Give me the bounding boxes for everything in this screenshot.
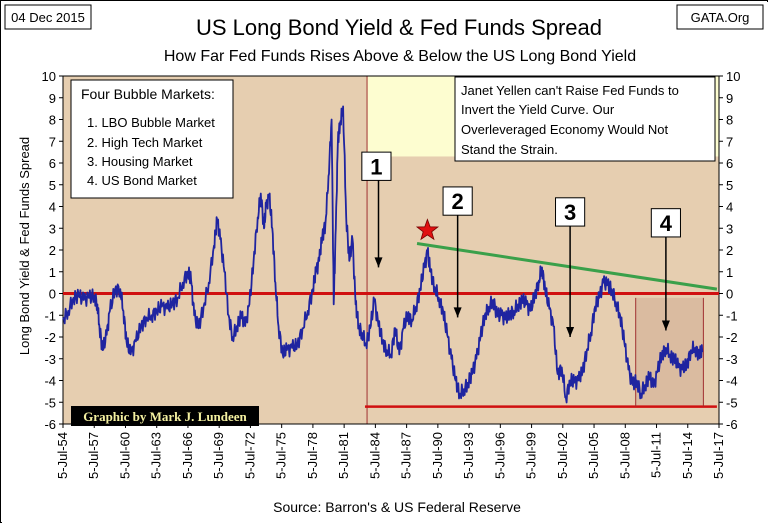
x-tick-label: 5-Jul-78 [305, 432, 320, 479]
y-tick-label: 0 [49, 287, 56, 302]
y-tick-label: 1 [49, 265, 56, 280]
brand-box: GATA.Org [676, 4, 764, 30]
y-tick-label-right: 3 [726, 221, 733, 236]
x-tick-label: 5-Jul-93 [461, 432, 476, 479]
annotation-arrowhead [453, 307, 462, 318]
yellen-note-line: Invert the Yield Curve. Our [461, 102, 615, 117]
bubble-item: 4. US Bond Market [87, 173, 197, 188]
chart-subtitle: How Far Fed Funds Rises Above & Below th… [164, 48, 636, 65]
y-tick-label-right: -3 [726, 352, 738, 367]
y-tick-label: 6 [49, 156, 56, 171]
x-tick-label: 5-Jul-14 [680, 432, 695, 479]
x-tick-label: 5-Jul-05 [586, 432, 601, 479]
x-tick-label: 5-Jul-90 [430, 432, 445, 479]
x-tick-label: 5-Jul-11 [649, 432, 664, 478]
y-tick-label: 10 [42, 69, 56, 84]
y-tick-label-right: 1 [726, 265, 733, 280]
x-tick-label: 5-Jul-75 [274, 432, 289, 479]
x-tick-label: 5-Jul-57 [86, 432, 101, 479]
bubble-item: 2. High Tech Market [87, 135, 203, 150]
y-tick-label-right: -2 [726, 330, 738, 345]
x-tick-label: 5-Jul-17 [711, 432, 726, 479]
annotation-arrowhead [374, 257, 383, 268]
y-tick-label-right: 10 [726, 69, 740, 84]
y-tick-label-right: -6 [726, 417, 738, 432]
yellen-note-line: Janet Yellen can't Raise Fed Funds to [461, 83, 679, 98]
bubble-box-title: Four Bubble Markets: [81, 86, 215, 102]
x-tick-label: 5-Jul-08 [617, 432, 632, 479]
x-tick-label: 5-Jul-69 [211, 432, 226, 479]
yellen-note-box: Janet Yellen can't Raise Fed Funds to In… [454, 76, 716, 162]
y-tick-label-right: 8 [726, 113, 733, 128]
annotation-number: 2 [452, 189, 464, 214]
y-tick-label: -3 [44, 352, 56, 367]
x-tick-label: 5-Jul-96 [492, 432, 507, 479]
bubble-item: 3. Housing Market [87, 154, 193, 169]
credit-box: Graphic by Mark J. Lundeen [71, 406, 259, 426]
x-tick-label: 5-Jul-72 [242, 432, 257, 479]
y-tick-label: 7 [49, 134, 56, 149]
x-tick-label: 5-Jul-87 [399, 432, 414, 479]
y-tick-label-right: 0 [726, 287, 733, 302]
y-tick-label: 3 [49, 221, 56, 236]
y-tick-label-right: 2 [726, 243, 733, 258]
yellen-note-line: Overleveraged Economy Would Not [461, 122, 669, 137]
y-tick-label-right: -4 [726, 374, 738, 389]
y-tick-label-right: 5 [726, 178, 733, 193]
credit-label: Graphic by Mark J. Lundeen [83, 409, 247, 424]
yellen-note-line: Stand the Strain. [461, 142, 558, 157]
y-tick-label: -1 [44, 308, 56, 323]
y-tick-label: -6 [44, 417, 56, 432]
source-label: Source: Barron's & US Federal Reserve [273, 499, 521, 515]
x-tick-label: 5-Jul-84 [367, 432, 382, 479]
trend-line [416, 241, 718, 291]
x-tick-label: 5-Jul-02 [555, 432, 570, 479]
y-tick-label: 2 [49, 243, 56, 258]
y-tick-label-right: 4 [726, 200, 733, 215]
bubble-markets-box: Four Bubble Markets: 1. LBO Bubble Marke… [70, 79, 234, 199]
y-tick-label: -5 [44, 395, 56, 410]
y-tick-label: -4 [44, 374, 56, 389]
star-marker [415, 218, 440, 241]
x-tick-label: 5-Jul-99 [524, 432, 539, 479]
x-tick-label: 5-Jul-66 [180, 432, 195, 479]
y-axis-label: Long Bond Yield & Fed Funds Spread [17, 137, 32, 355]
brand-label: GATA.Org [691, 10, 750, 25]
bubble-item: 1. LBO Bubble Market [87, 115, 215, 130]
x-tick-label: 5-Jul-63 [149, 432, 164, 479]
y-tick-label-right: -5 [726, 395, 738, 410]
chart-title: US Long Bond Yield & Fed Funds Spread [196, 15, 602, 40]
annotation-number: 3 [564, 200, 576, 225]
y-tick-label-right: -1 [726, 308, 738, 323]
y-tick-label-right: 6 [726, 156, 733, 171]
series-line [62, 105, 704, 404]
annotation-box [650, 208, 681, 238]
date-label: 04 Dec 2015 [11, 10, 85, 25]
annotation-box [361, 151, 392, 181]
y-tick-label: -2 [44, 330, 56, 345]
y-tick-label: 9 [49, 91, 56, 106]
date-box: 04 Dec 2015 [4, 4, 92, 30]
annotation-arrowhead [661, 320, 670, 331]
y-tick-label: 5 [49, 178, 56, 193]
y-tick-label: 8 [49, 113, 56, 128]
x-tick-label: 5-Jul-60 [117, 432, 132, 479]
y-tick-label-right: 9 [726, 91, 733, 106]
y-tick-label: 4 [49, 200, 56, 215]
y-tick-label-right: 7 [726, 134, 733, 149]
annotation-arrowhead [566, 327, 575, 337]
x-tick-label: 5-Jul-54 [55, 432, 70, 479]
x-tick-label: 5-Jul-81 [336, 432, 351, 479]
annotation-number: 1 [370, 154, 382, 179]
annotation-number: 4 [660, 211, 673, 236]
